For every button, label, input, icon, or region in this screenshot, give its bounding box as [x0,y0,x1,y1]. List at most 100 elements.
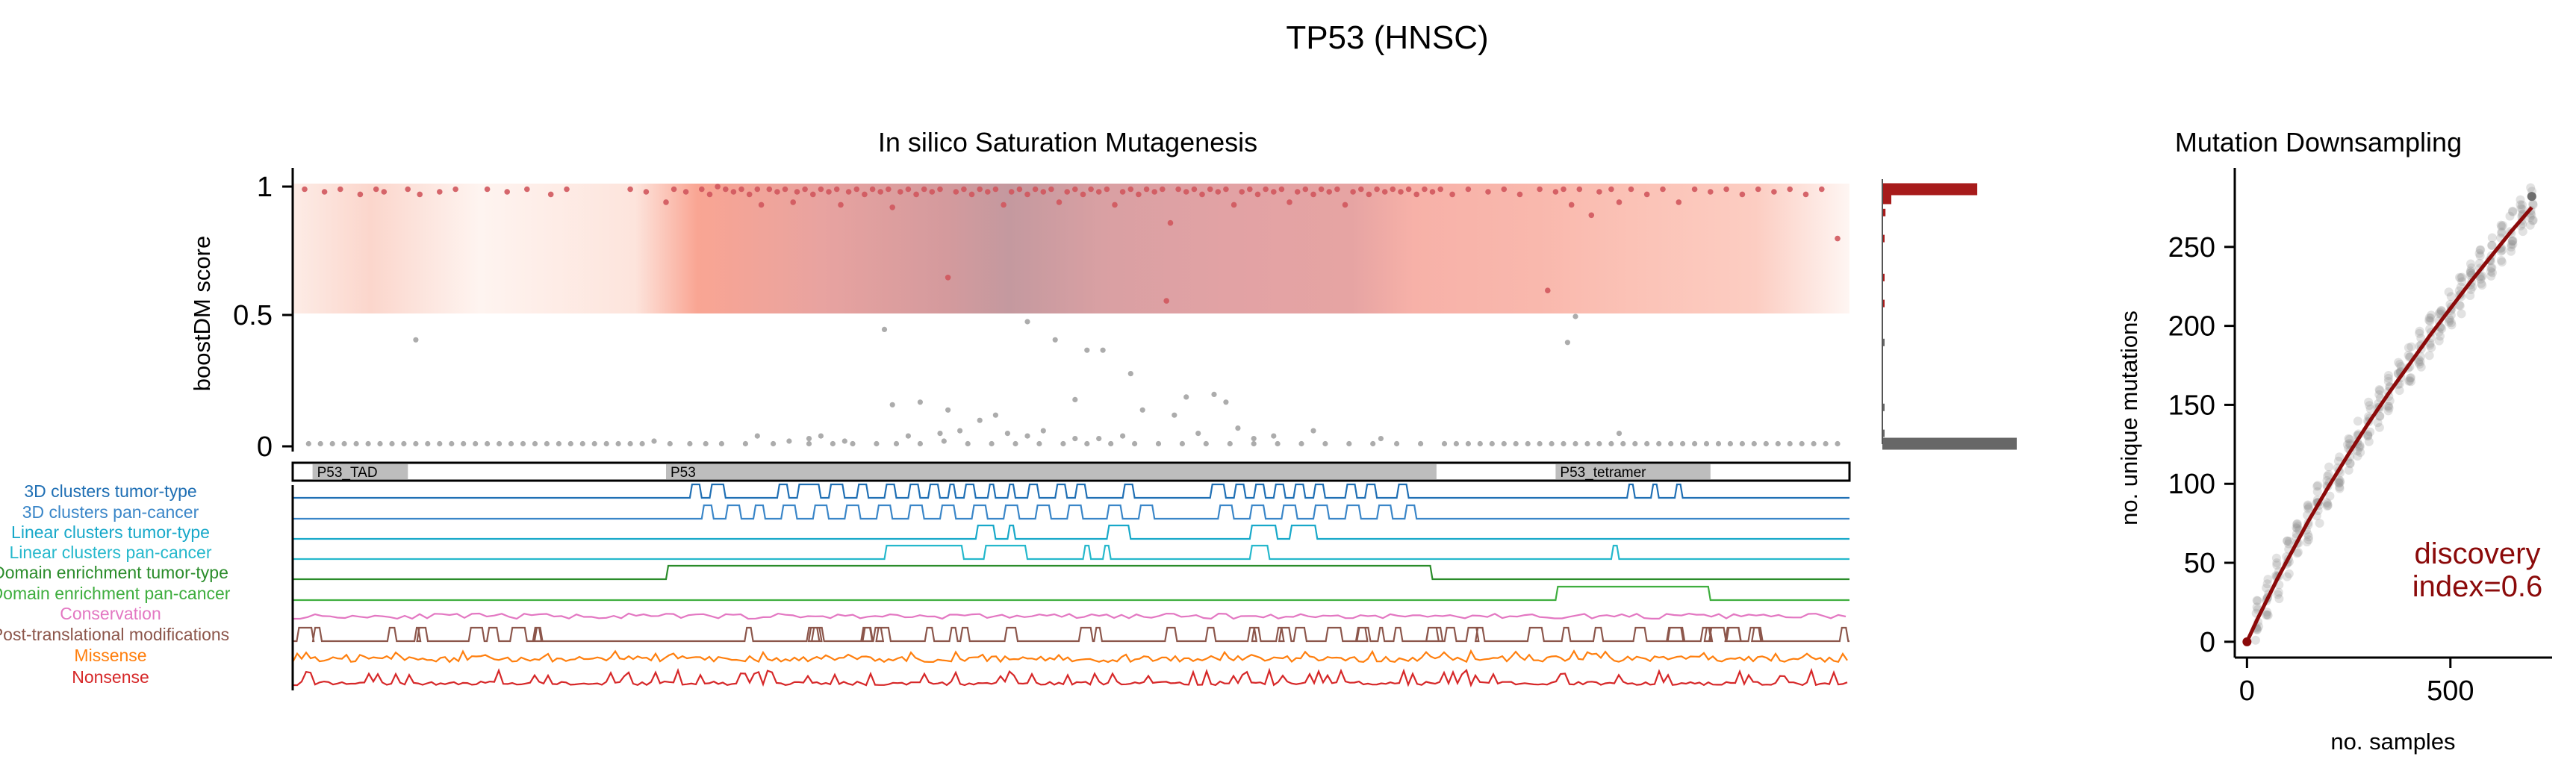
neutral-point [806,436,812,442]
downsample-point [2324,469,2333,479]
ds-x-label: no. samples [2330,728,2455,755]
neutral-point [1179,440,1185,447]
downsample-point [2324,462,2334,472]
pathogenic-point [1381,189,1388,195]
pathogenic-point [1143,186,1150,193]
pathogenic-point [1616,199,1623,205]
domain-box [312,464,408,479]
downsample-point [2518,227,2527,237]
pathogenic-point [302,186,308,193]
score-tick-label-1: 1 [257,172,273,203]
neutral-point [889,402,895,408]
downsample-point [2342,440,2352,449]
track-label: Linear clusters pan-cancer [9,543,211,562]
neutral-point [305,440,311,447]
track-label: Missense [74,646,146,665]
downsample-point [2434,336,2444,346]
neutral-point [615,440,621,447]
neutral-point [667,440,673,447]
pathogenic-point [1398,189,1404,195]
downsample-point [2345,434,2354,444]
pathogenic-point [1095,189,1102,195]
downsample-point [2383,406,2393,416]
pathogenic-point [953,189,959,195]
downsample-point [2262,611,2271,619]
neutral-point [1024,319,1030,325]
downsample-point [2425,340,2435,350]
pathogenic-point [1072,186,1078,193]
downsample-point [2363,430,2373,439]
neutral-point [742,440,749,447]
pathogenic-point [1552,189,1559,195]
downsample-point [2336,476,2345,486]
pathogenic-point [627,186,633,193]
pathogenic-point [1318,186,1325,193]
neutral-point [377,440,383,447]
neutral-point [1084,440,1090,447]
pathogenic-point [1568,202,1575,208]
neutral-point [1525,440,1531,447]
downsample-point [2353,416,2362,426]
neutral-point [1799,440,1805,447]
downsampling-title: Mutation Downsampling [2175,127,2462,157]
pathogenic-point [1151,189,1157,195]
downsample-point [2304,532,2313,542]
saturation-panel: In silico Saturation Mutagenesis 1 0.5 0… [189,127,1849,463]
neutral-point [1203,440,1209,447]
neutral-point [627,440,633,447]
downsample-point [2383,377,2393,386]
downsample-point [2271,553,2281,563]
downsample-point [2253,596,2262,605]
ds-y-label: no. unique mutations [2116,310,2142,525]
downsample-point [2424,313,2434,322]
pathogenic-point [897,189,903,195]
downsample-point [2426,313,2436,322]
neutral-point [893,440,900,447]
neutral-point [1108,440,1114,447]
downsample-point [2263,575,2273,584]
pathogenic-point [1342,202,1348,208]
score-gradient-band [293,184,1849,313]
downsample-point [2525,213,2535,222]
downsample-point [2526,183,2536,193]
downsample-point [2293,547,2303,557]
pathogenic-point [1350,189,1356,195]
sat-points-layer [302,184,1841,447]
neutral-point [1477,440,1483,447]
downsample-point [2475,245,2485,255]
pathogenic-point [1708,189,1714,195]
downsample-point [2487,233,2497,243]
neutral-point [957,428,963,434]
downsample-point [2486,263,2496,273]
pathogenic-point [1835,235,1841,242]
track-lines [292,483,1849,687]
downsample-point [2312,487,2322,496]
downsample-point [2284,537,2294,546]
track-label: Domain enrichment pan-cancer [0,584,231,603]
neutral-point [1271,433,1277,439]
pathogenic-point [889,205,895,210]
pathogenic-point [1819,186,1825,193]
pathogenic-point [968,191,975,198]
neutral-point [1823,440,1829,447]
track-line [293,667,1848,687]
downsample-point [2335,478,2345,487]
neutral-point [1155,440,1162,447]
neutral-point [1394,440,1400,447]
pathogenic-point [1223,186,1229,193]
domain-box [1555,464,1711,479]
downsample-point [2507,246,2516,256]
neutral-point [651,438,657,444]
domain-label: P53_TAD [317,465,378,481]
neutral-point [917,399,923,405]
pathogenic-point [1160,186,1166,193]
downsample-point [2516,195,2525,205]
pathogenic-point [1545,287,1551,294]
downsample-point [2323,499,2333,509]
track-line [293,544,1849,561]
neutral-point [567,440,573,447]
downsample-point [2416,334,2426,343]
downsample-point [2434,327,2444,337]
pathogenic-point [1576,186,1583,193]
pathogenic-point [1643,191,1650,198]
